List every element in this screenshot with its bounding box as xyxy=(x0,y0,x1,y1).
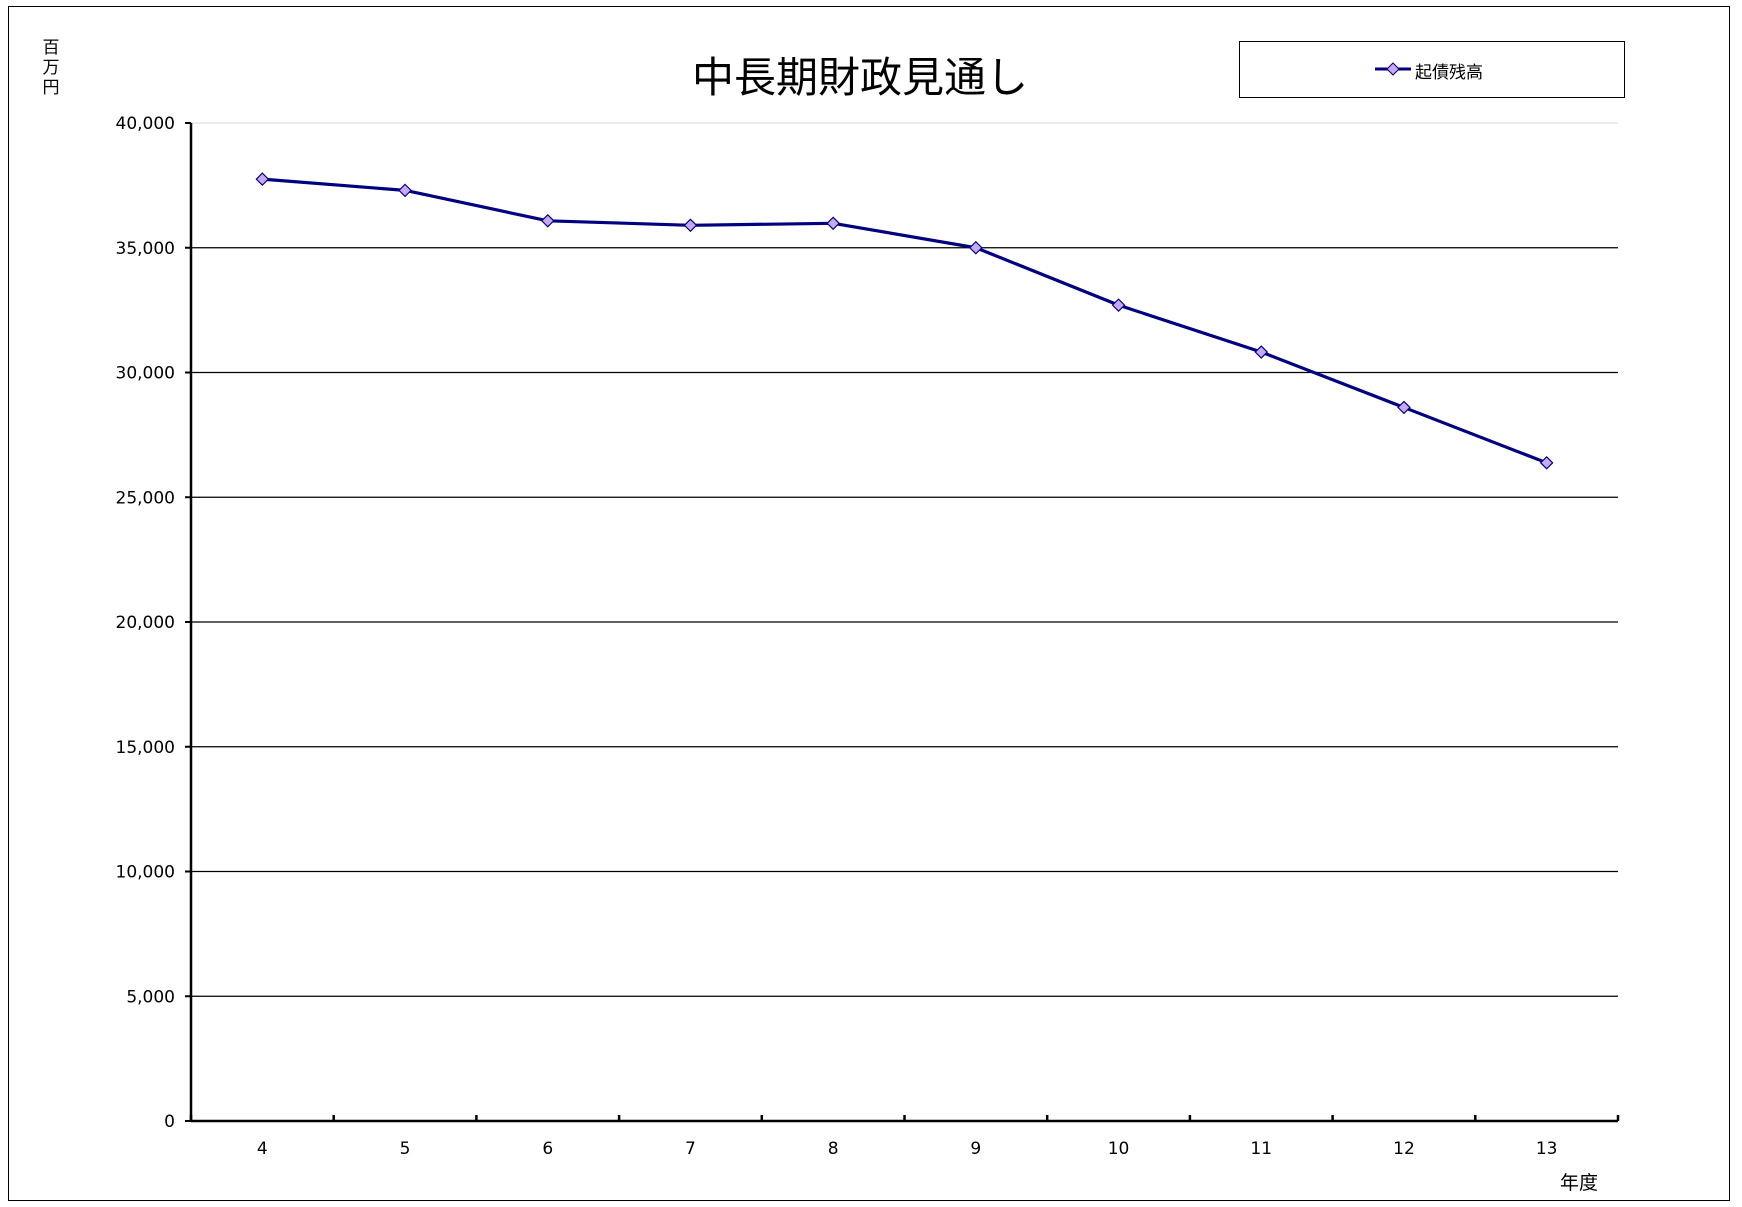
x-tick-label: 9 xyxy=(970,1139,981,1159)
y-tick-label: 35,000 xyxy=(116,239,175,259)
chart-frame xyxy=(8,6,1730,1201)
series-line xyxy=(262,177,1548,465)
x-tick-label: 12 xyxy=(1393,1139,1415,1159)
y-tick-label: 25,000 xyxy=(116,488,175,508)
x-tick-label: 6 xyxy=(542,1139,553,1159)
y-axis-unit-label: 百万円 xyxy=(42,38,60,98)
y-tick-label: 5,000 xyxy=(126,987,175,1007)
y-tick-label: 10,000 xyxy=(116,863,175,883)
legend-series-label: 起債残高 xyxy=(1415,63,1483,83)
data-point-marker xyxy=(255,172,270,186)
x-tick-label: 13 xyxy=(1536,1139,1558,1159)
data-point-marker xyxy=(683,218,698,233)
chart-title: 中長期財政見通し xyxy=(691,53,1028,102)
data-point-marker xyxy=(398,183,412,198)
y-tick-label: 15,000 xyxy=(116,738,175,758)
y-tick-label: 30,000 xyxy=(116,364,175,384)
x-tick-label: 5 xyxy=(400,1139,411,1159)
y-tick-label: 0 xyxy=(164,1112,175,1132)
legend: 起債残高 xyxy=(1239,41,1625,98)
data-point-marker xyxy=(540,213,555,228)
data-point-marker xyxy=(1111,298,1126,312)
x-axis-title: 年度 xyxy=(1560,1172,1599,1194)
data-point-marker xyxy=(1254,345,1269,359)
y-tick-label: 40,000 xyxy=(116,114,175,134)
x-tick-label: 4 xyxy=(257,1139,268,1159)
x-tick-label: 7 xyxy=(685,1139,696,1159)
data-point-marker xyxy=(1539,455,1554,470)
data-point-marker xyxy=(1397,400,1411,415)
x-tick-label: 10 xyxy=(1108,1139,1130,1159)
x-tick-label: 8 xyxy=(828,1139,839,1159)
data-point-marker xyxy=(969,240,983,255)
x-tick-label: 11 xyxy=(1250,1139,1272,1159)
legend-line-marker-icon xyxy=(1375,62,1411,76)
data-point-marker xyxy=(826,216,840,231)
y-tick-label: 20,000 xyxy=(116,613,175,633)
